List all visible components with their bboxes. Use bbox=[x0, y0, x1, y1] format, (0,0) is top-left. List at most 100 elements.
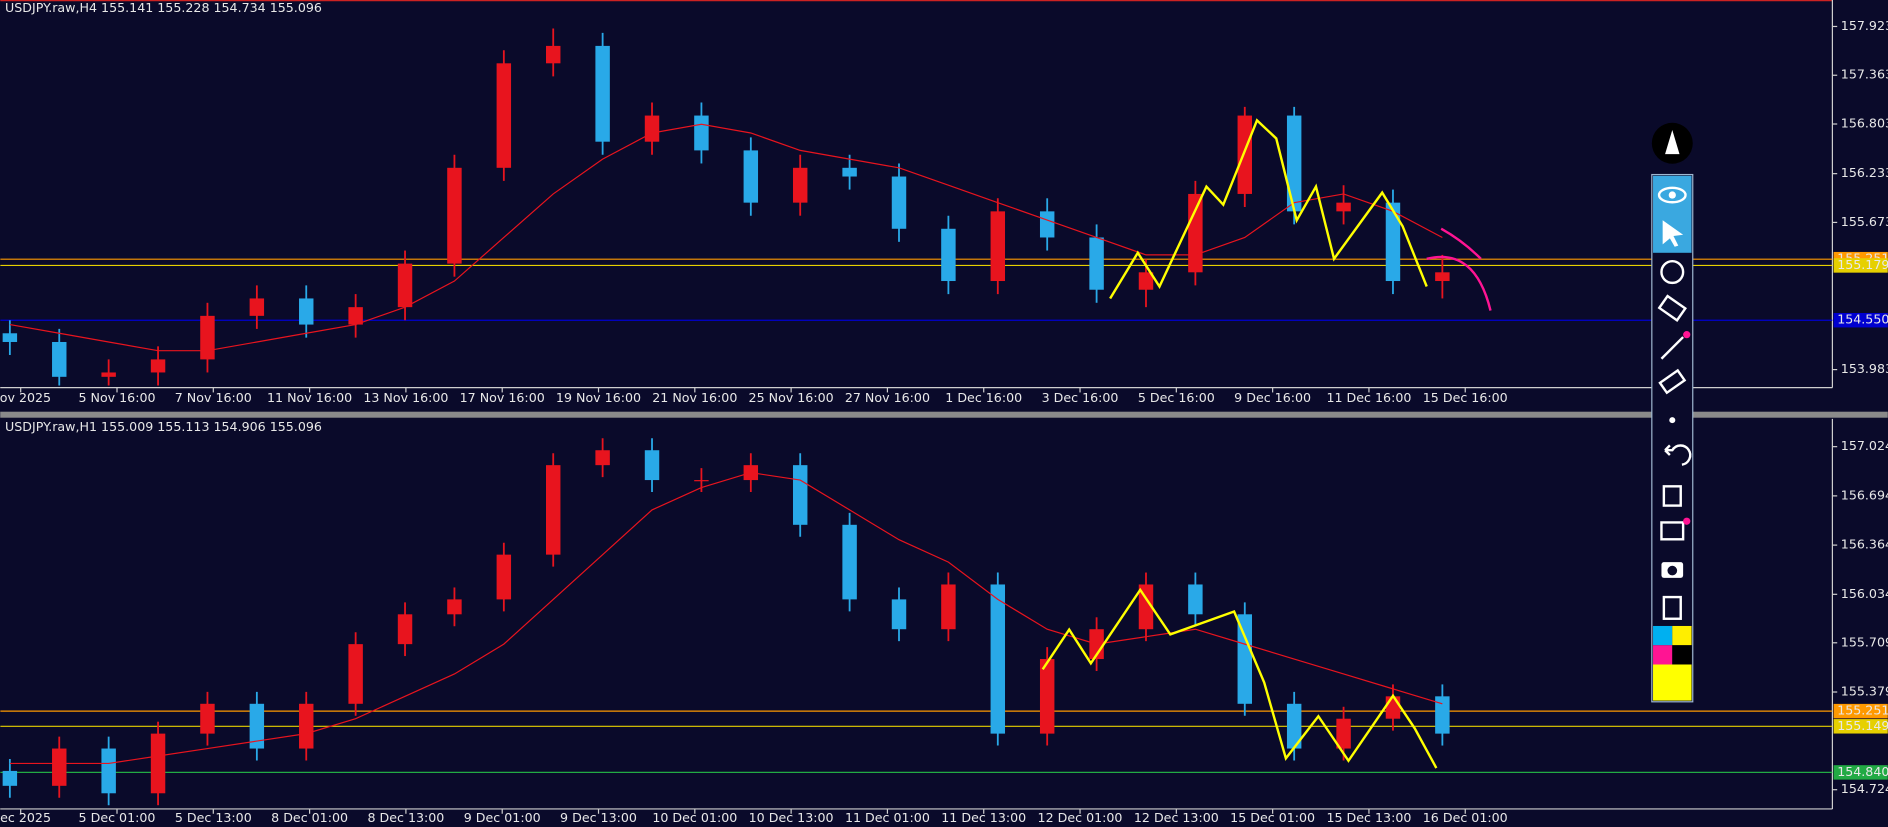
time-label: 11 Dec 13:00 bbox=[941, 810, 1026, 825]
candle-body bbox=[694, 115, 709, 151]
color-cyan[interactable] bbox=[1653, 625, 1673, 646]
time-label: 10 Dec 01:00 bbox=[652, 810, 737, 825]
dot-button[interactable] bbox=[1669, 417, 1676, 424]
color-black[interactable] bbox=[1672, 645, 1692, 665]
price-label: 156.803 bbox=[1841, 116, 1888, 131]
candle-body bbox=[1435, 272, 1450, 282]
panel-separator[interactable] bbox=[0, 411, 1888, 418]
time-label: 11 Nov 16:00 bbox=[267, 390, 352, 405]
eraser-button[interactable] bbox=[1658, 368, 1687, 395]
eye-pupil bbox=[1668, 191, 1676, 199]
candle-body bbox=[150, 733, 166, 794]
time-label: Dec 2025 bbox=[0, 810, 51, 825]
candle-body bbox=[941, 228, 956, 282]
time-label: 8 Dec 13:00 bbox=[367, 810, 444, 825]
candle-body bbox=[1039, 211, 1055, 238]
plot-area bbox=[0, 28, 1833, 386]
time-label: 15 Dec 13:00 bbox=[1326, 810, 1411, 825]
candle-body bbox=[2, 770, 18, 786]
drawn-curve[interactable] bbox=[1426, 227, 1492, 311]
clipboard-button[interactable] bbox=[1662, 595, 1682, 620]
time-label: 3 Dec 16:00 bbox=[1042, 390, 1119, 405]
candle-body bbox=[52, 341, 67, 377]
price-label: 156.364 bbox=[1841, 537, 1888, 552]
candle-body bbox=[595, 45, 610, 142]
line-dot bbox=[1683, 331, 1691, 339]
plot-area bbox=[0, 438, 1833, 806]
delete-button[interactable] bbox=[1662, 485, 1682, 507]
time-label: 10 Dec 13:00 bbox=[749, 810, 834, 825]
candle-body bbox=[891, 176, 907, 229]
ruler-button[interactable] bbox=[1657, 294, 1687, 322]
color-yellow[interactable] bbox=[1672, 625, 1692, 646]
price-label: 156.233 bbox=[1841, 165, 1888, 180]
time-label: 25 Nov 16:00 bbox=[749, 390, 834, 405]
time-label: 16 Dec 01:00 bbox=[1423, 810, 1508, 825]
candle-body bbox=[101, 748, 116, 794]
candle-body bbox=[1385, 696, 1401, 719]
price-label: 156.694 bbox=[1841, 487, 1888, 502]
candle-body bbox=[1188, 193, 1203, 273]
candle-body bbox=[447, 599, 462, 615]
timer-button[interactable] bbox=[1660, 260, 1685, 285]
current-color[interactable] bbox=[1653, 664, 1692, 701]
candle-body bbox=[200, 315, 215, 360]
candle-body bbox=[150, 359, 166, 373]
candle-body bbox=[891, 599, 907, 630]
candle-body bbox=[990, 584, 1006, 734]
time-label: 8 Dec 01:00 bbox=[271, 810, 348, 825]
time-label: 21 Nov 16:00 bbox=[652, 390, 737, 405]
moving-average bbox=[9, 123, 1443, 352]
line-button[interactable] bbox=[1660, 336, 1684, 360]
price-label: 153.983 bbox=[1841, 361, 1888, 376]
time-label: Nov 2025 bbox=[0, 390, 51, 405]
candle-body bbox=[941, 584, 956, 630]
price-label: 155.379 bbox=[1841, 684, 1888, 699]
price-level-label: 154.550 bbox=[1837, 312, 1888, 327]
cursor-button[interactable] bbox=[1662, 220, 1684, 247]
time-label: 12 Dec 01:00 bbox=[1038, 810, 1123, 825]
price-level-label: 155.179 bbox=[1837, 257, 1888, 272]
time-label: 5 Dec 16:00 bbox=[1138, 390, 1215, 405]
time-label: 12 Dec 13:00 bbox=[1134, 810, 1219, 825]
time-label: 7 Nov 16:00 bbox=[175, 390, 252, 405]
candle-body bbox=[1286, 703, 1302, 749]
candle-body bbox=[447, 167, 462, 264]
candle-body bbox=[644, 115, 660, 142]
time-label: 11 Dec 16:00 bbox=[1326, 390, 1411, 405]
drawn-zigzag[interactable] bbox=[1109, 118, 1428, 300]
time-label: 15 Dec 16:00 bbox=[1423, 390, 1508, 405]
time-label: 15 Dec 01:00 bbox=[1230, 810, 1315, 825]
chart-header: USDJPY.raw,H1 155.009 155.113 154.906 15… bbox=[5, 419, 322, 434]
candle-body bbox=[743, 150, 759, 203]
candle-body bbox=[1138, 272, 1154, 290]
candle-body bbox=[249, 703, 265, 749]
candle-body bbox=[990, 211, 1006, 282]
price-level-label: 155.251 bbox=[1837, 703, 1888, 718]
candle-body bbox=[1237, 115, 1253, 194]
eye-button[interactable] bbox=[1657, 186, 1687, 204]
screen-button[interactable] bbox=[1660, 521, 1685, 541]
time-label: 1 Dec 16:00 bbox=[945, 390, 1022, 405]
drawn-zigzag[interactable] bbox=[1041, 587, 1438, 769]
time-label: 13 Nov 16:00 bbox=[363, 390, 448, 405]
price-label: 157.024 bbox=[1841, 438, 1888, 453]
price-level-tag bbox=[1833, 703, 1888, 719]
candle-body bbox=[397, 614, 413, 645]
chart-header: USDJPY.raw,H4 155.141 155.228 154.734 15… bbox=[5, 0, 322, 15]
time-label: 5 Dec 01:00 bbox=[79, 810, 156, 825]
candle-body bbox=[1089, 237, 1104, 290]
undo-button[interactable] bbox=[1664, 444, 1692, 466]
color-magenta[interactable] bbox=[1653, 645, 1673, 665]
candle-body bbox=[1336, 718, 1351, 749]
drawing-toolbar bbox=[1651, 122, 1694, 703]
time-label: 17 Nov 16:00 bbox=[460, 390, 545, 405]
screen-dot bbox=[1683, 517, 1691, 525]
candle-body bbox=[694, 480, 709, 482]
candle-body bbox=[1138, 584, 1154, 630]
price-level-tag bbox=[1833, 258, 1888, 273]
candle-body bbox=[397, 263, 413, 308]
candle-body bbox=[1385, 202, 1401, 282]
time-label: 11 Dec 01:00 bbox=[845, 810, 930, 825]
